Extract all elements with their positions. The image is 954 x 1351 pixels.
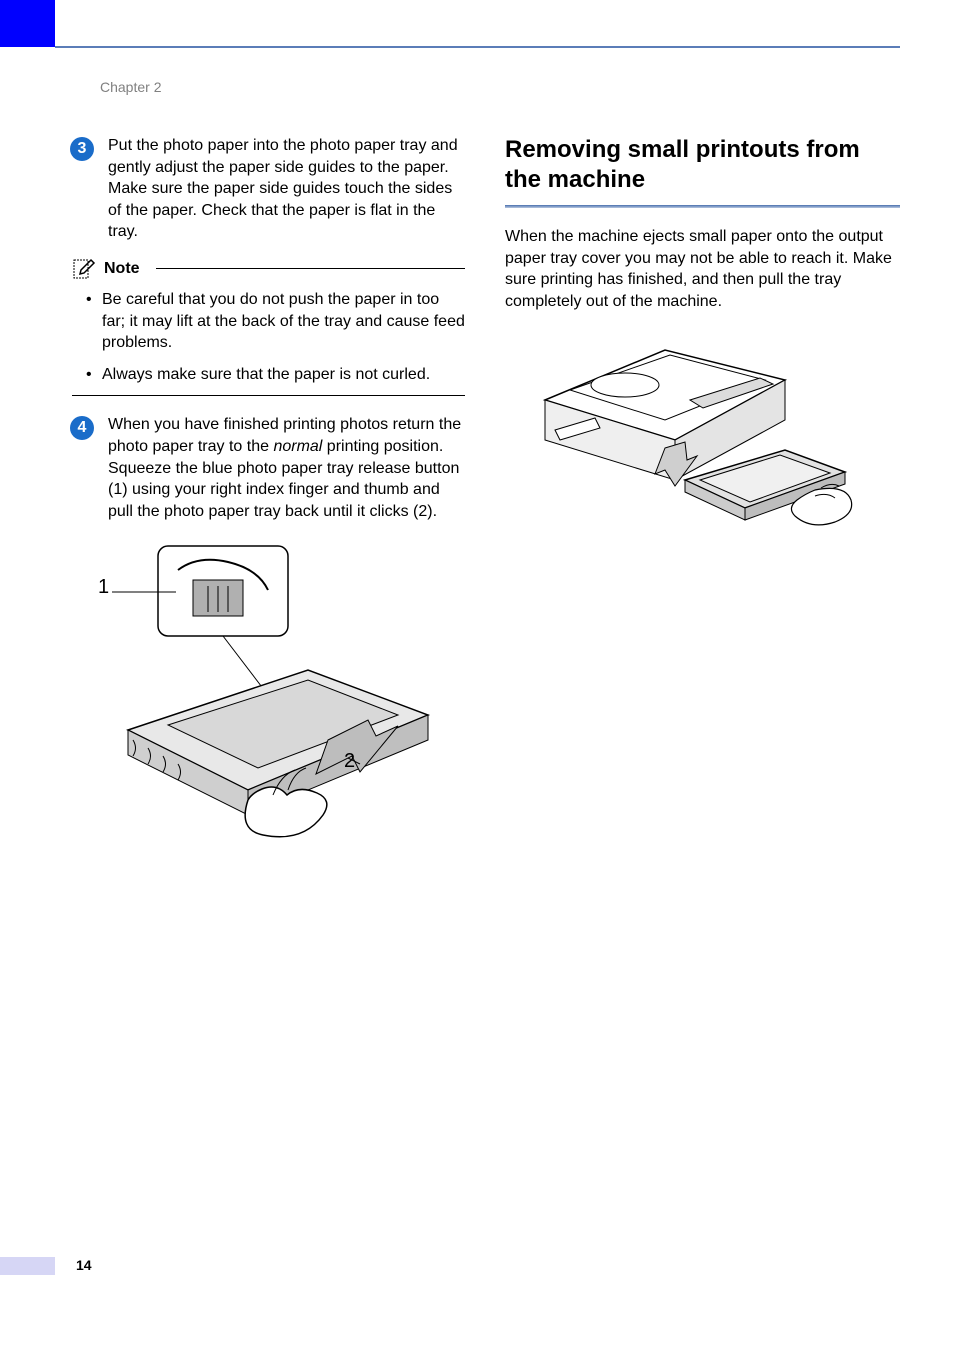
side-tab-bottom [0, 1257, 55, 1275]
figure-label-1: 1 [98, 576, 109, 599]
step-3-body: Put the photo paper into the photo paper… [108, 135, 465, 243]
figure-label-2: 2 [344, 750, 355, 773]
left-figure: 1 2 [98, 540, 438, 840]
step-4: 4 When you have finished printing photos… [70, 414, 465, 522]
note-icon [72, 257, 96, 281]
right-figure [515, 330, 855, 520]
step-3-p1: Put the photo paper into the photo paper… [108, 137, 458, 176]
step-3-p2: Make sure the paper side guides touch th… [108, 180, 452, 240]
note-list: Be careful that you do not push the pape… [86, 289, 465, 385]
page-number: 14 [76, 1257, 92, 1273]
step-4-p1b: printing position. [322, 438, 443, 455]
section-rule [505, 205, 900, 208]
note-head: Note [72, 257, 465, 281]
section-title: Removing small printouts from the machin… [505, 135, 900, 195]
content-columns: 3 Put the photo paper into the photo pap… [70, 135, 900, 840]
step-badge-3: 3 [70, 137, 94, 161]
note-rule-bottom [72, 395, 465, 396]
chapter-label: Chapter 2 [100, 79, 161, 95]
note-title: Note [104, 260, 140, 278]
step-4-p2: Squeeze the blue photo paper tray releas… [108, 460, 459, 520]
section-para: When the machine ejects small paper onto… [505, 226, 900, 312]
tray-illustration [98, 540, 438, 840]
step-4-body: When you have finished printing photos r… [108, 414, 465, 522]
header-rule [55, 46, 900, 48]
step-badge-4: 4 [70, 416, 94, 440]
note-item-2: Always make sure that the paper is not c… [86, 364, 465, 386]
printer-illustration [515, 330, 855, 530]
side-tab-top [0, 0, 55, 47]
note-item-1: Be careful that you do not push the pape… [86, 289, 465, 354]
right-column: Removing small printouts from the machin… [505, 135, 900, 840]
note-block: Note Be careful that you do not push the… [72, 257, 465, 396]
note-rule-top [156, 268, 465, 269]
left-column: 3 Put the photo paper into the photo pap… [70, 135, 465, 840]
step-4-italic: normal [273, 438, 322, 455]
manual-page: Chapter 2 3 Put the photo paper into the… [0, 0, 954, 1351]
step-3: 3 Put the photo paper into the photo pap… [70, 135, 465, 243]
